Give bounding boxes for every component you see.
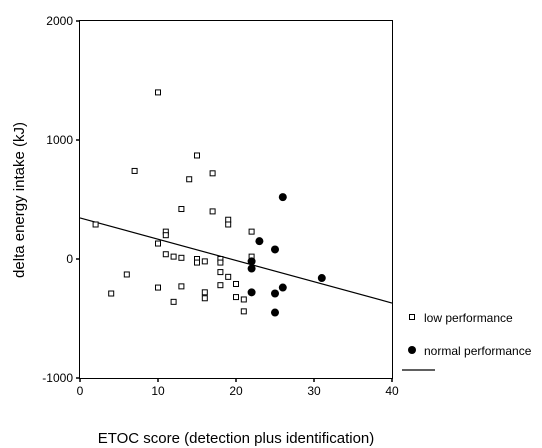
series-normal-performance bbox=[247, 193, 326, 317]
data-point-normal-performance bbox=[317, 274, 326, 283]
axis-ticks bbox=[76, 20, 393, 382]
data-point-low-performance bbox=[178, 283, 185, 290]
legend-label-low-performance: low performance bbox=[424, 311, 513, 325]
data-point-low-performance bbox=[240, 308, 247, 315]
data-point-low-performance bbox=[209, 208, 216, 215]
x-axis-label: ETOC score (detection plus identificatio… bbox=[98, 430, 375, 447]
data-point-low-performance bbox=[170, 298, 177, 305]
data-point-low-performance bbox=[225, 216, 232, 223]
legend-marker-low-performance bbox=[409, 314, 415, 320]
y-tick-label: 2000 bbox=[46, 14, 73, 28]
data-point-low-performance bbox=[178, 254, 185, 261]
data-point-low-performance bbox=[201, 295, 208, 302]
legend-marker-normal-performance bbox=[408, 346, 416, 354]
series-low-performance bbox=[92, 89, 255, 315]
data-point-low-performance bbox=[225, 273, 232, 280]
data-point-low-performance bbox=[170, 253, 177, 260]
data-point-normal-performance bbox=[247, 264, 256, 273]
data-point-low-performance bbox=[155, 284, 161, 291]
data-point-low-performance bbox=[194, 259, 200, 266]
data-point-normal-performance bbox=[271, 245, 279, 254]
data-point-low-performance bbox=[225, 221, 232, 228]
data-point-low-performance bbox=[233, 294, 239, 301]
data-point-low-performance bbox=[209, 170, 216, 177]
data-point-low-performance bbox=[201, 258, 208, 265]
data-point-low-performance bbox=[108, 290, 115, 297]
data-point-low-performance bbox=[178, 206, 185, 213]
x-tick-label: 20 bbox=[229, 384, 243, 398]
plot-area bbox=[79, 20, 393, 379]
fit-line bbox=[79, 217, 393, 304]
x-tick-label: 10 bbox=[151, 384, 165, 398]
x-tick-label: 30 bbox=[307, 384, 321, 398]
data-point-low-performance bbox=[123, 271, 130, 278]
data-point-low-performance bbox=[162, 251, 169, 258]
data-point-normal-performance bbox=[247, 288, 256, 297]
data-point-low-performance bbox=[155, 240, 161, 247]
data-point-low-performance bbox=[217, 282, 224, 289]
y-tick-label: 1000 bbox=[46, 133, 73, 147]
data-point-normal-performance bbox=[271, 289, 279, 298]
data-point-normal-performance bbox=[271, 308, 279, 317]
data-point-normal-performance bbox=[247, 257, 256, 266]
y-axis-label: delta energy intake (kJ) bbox=[11, 122, 28, 278]
data-point-low-performance bbox=[131, 167, 138, 174]
data-point-low-performance bbox=[240, 296, 247, 303]
data-point-normal-performance bbox=[278, 283, 287, 292]
data-point-low-performance bbox=[248, 228, 255, 235]
legend-label-normal-performance: normal performance bbox=[424, 344, 532, 358]
data-point-normal-performance bbox=[278, 193, 287, 202]
data-point-low-performance bbox=[217, 269, 224, 276]
legend: low performance normal performance bbox=[402, 311, 532, 371]
y-tick-label: 0 bbox=[66, 252, 73, 266]
data-point-low-performance bbox=[155, 89, 161, 96]
data-point-low-performance bbox=[201, 289, 208, 296]
axis-tick-labels: 0 10 20 30 40 -1000 0 1000 2000 bbox=[42, 14, 399, 398]
y-tick-label: -1000 bbox=[42, 371, 73, 385]
data-point-low-performance bbox=[194, 152, 200, 159]
data-point-low-performance bbox=[233, 280, 239, 287]
data-point-low-performance bbox=[92, 221, 99, 228]
data-point-low-performance bbox=[217, 259, 224, 266]
data-point-normal-performance bbox=[255, 237, 264, 246]
data-point-low-performance bbox=[186, 176, 193, 183]
x-tick-label: 40 bbox=[385, 384, 399, 398]
data-point-low-performance bbox=[162, 232, 169, 239]
x-tick-label: 0 bbox=[77, 384, 84, 398]
